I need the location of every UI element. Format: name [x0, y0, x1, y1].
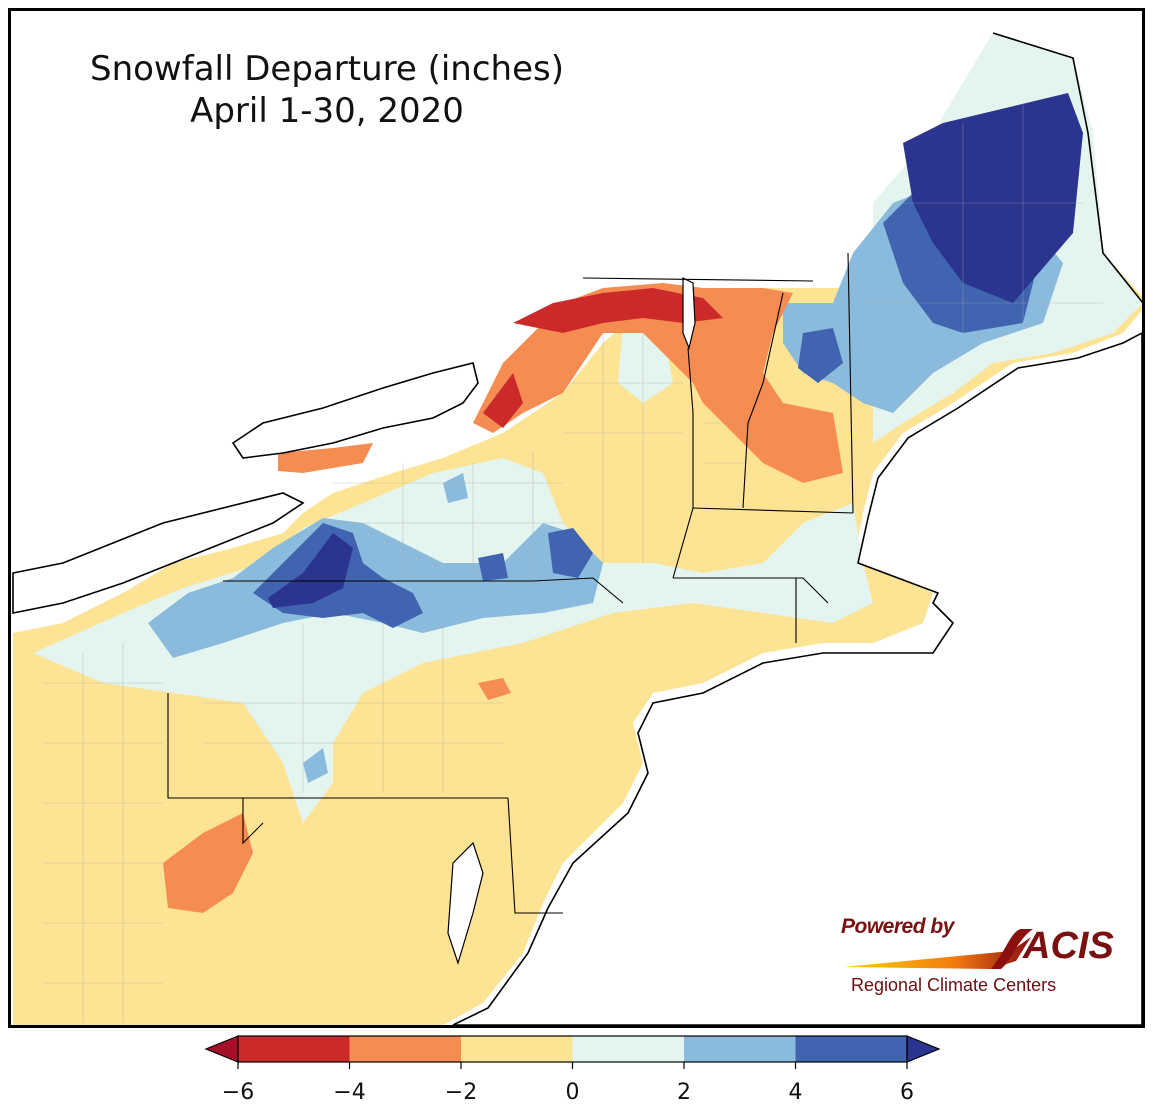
colorbar-bin: [461, 1036, 573, 1062]
map-subtitle: April 1-30, 2020: [190, 91, 464, 131]
region-4-6-b: [548, 528, 593, 578]
region-0-2: [33, 458, 873, 823]
region-over-6: [268, 533, 353, 608]
acis-name: ACIS: [1023, 925, 1114, 967]
snowfall-departure-map: [12, 32, 1142, 1025]
atlantic-ocean: [452, 332, 1142, 1025]
acis-logo: Powered by ACIS Regional Climate Centers: [841, 911, 1131, 1006]
colorbar-bin: [349, 1036, 461, 1062]
colorbar-bin: [795, 1036, 907, 1062]
colorbar-bin: [238, 1036, 350, 1062]
colorbar-tick-label: 6: [900, 1080, 914, 1105]
colorbar-tick-label: −2: [444, 1080, 478, 1105]
colorbar-over-arrow: [906, 1035, 941, 1063]
powered-by-text: Powered by: [841, 915, 954, 938]
region-minus-6-4: [513, 288, 723, 333]
colorbar-bin: [684, 1036, 796, 1062]
map-title: Snowfall Departure (inches): [90, 49, 564, 89]
region-4-6-nh: [798, 328, 843, 383]
region-over-6-me: [903, 93, 1083, 303]
region-2-4-north: [443, 473, 468, 503]
region-minus-4-2-wv: [163, 813, 253, 913]
acis-swoosh: [843, 929, 1033, 969]
region-minus-4-2: [473, 283, 843, 483]
colorbar-tick-label: 4: [788, 1080, 803, 1105]
colorbar-tick-label: −4: [333, 1080, 366, 1105]
rcc-text: Regional Climate Centers: [851, 975, 1057, 995]
region-minus-4-2-pa: [478, 678, 511, 700]
region-minus-6-4-b: [483, 373, 523, 428]
state-borders: [167, 252, 854, 914]
colorbar-tick-label: 0: [565, 1080, 580, 1105]
colorbar-tick-label: 2: [677, 1080, 691, 1105]
county-lines: [43, 103, 1103, 1023]
region-2-4-pa-south: [303, 748, 328, 783]
lake-ontario: [231, 362, 479, 459]
region-minus-4-2-ny-west: [278, 443, 373, 473]
coastline: [992, 32, 1142, 304]
colorbar-under-arrow: [204, 1035, 239, 1063]
map-frame: Snowfall Departure (inches) April 1-30, …: [8, 8, 1145, 1028]
colorbar-bin: [572, 1036, 684, 1062]
lake-champlain: [682, 277, 696, 350]
colorbar: [204, 1035, 941, 1069]
chesapeake-bay: [447, 841, 484, 965]
colorbar-tick-label: −6: [221, 1080, 255, 1105]
region-4-6-c: [478, 553, 508, 581]
lake-erie: [12, 492, 305, 614]
